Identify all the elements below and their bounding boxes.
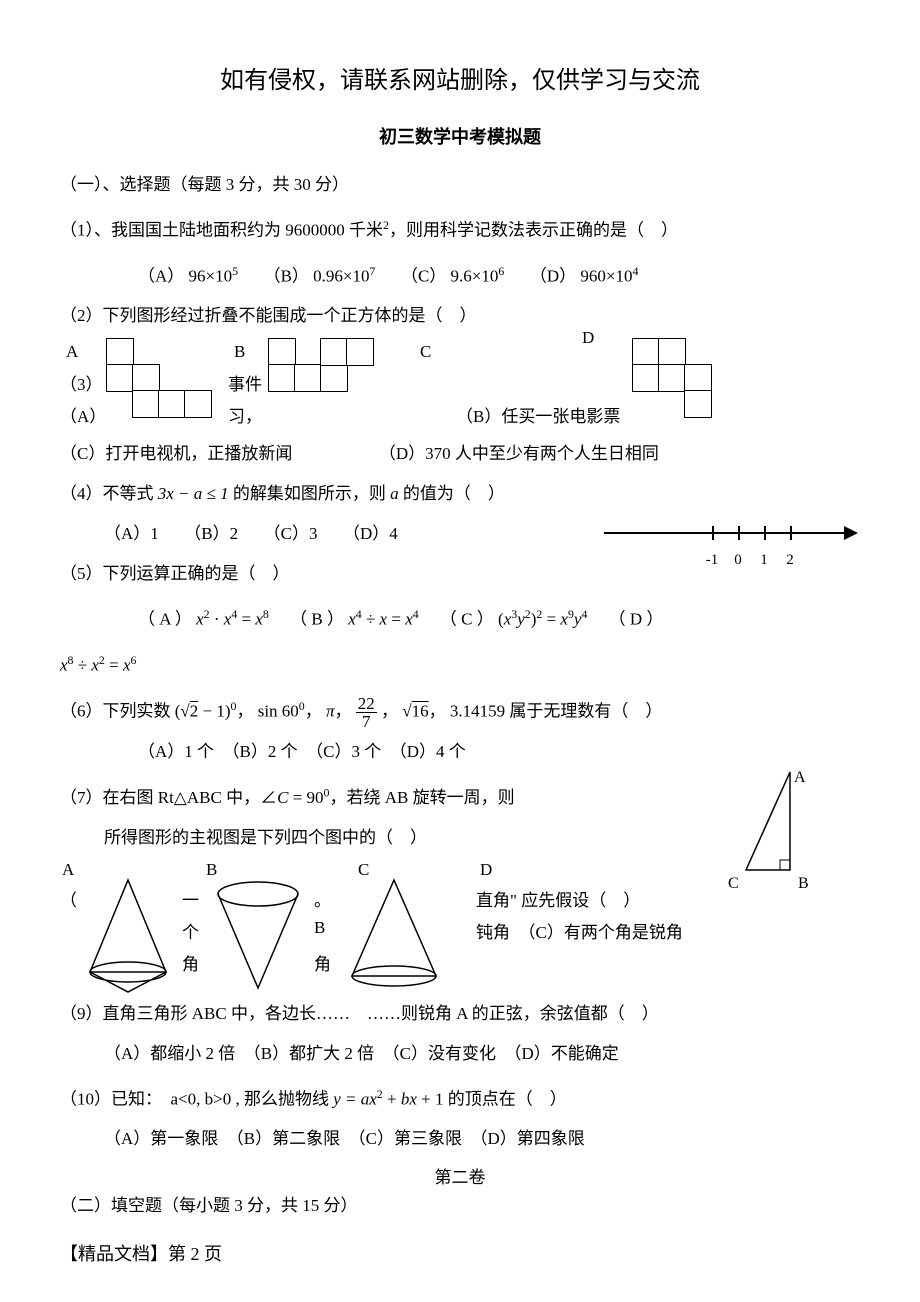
net-d-cell <box>632 338 660 366</box>
exam-title: 初三数学中考模拟题 <box>60 123 860 149</box>
q8-frag: 个 <box>182 918 199 943</box>
net-b-cell <box>346 338 374 366</box>
q1-options: （A） 96×105 （B） 0.96×107 （C） 9.6×106 （D） … <box>60 253 860 295</box>
q3-opt-c: （C）打开电视机，正播放新闻 <box>60 444 292 463</box>
q3-opt-a-label: （A） <box>60 402 106 427</box>
q9-options: （A）都缩小 2 倍 （B）都扩大 2 倍 （C）没有变化 （D）不能确定 <box>60 1036 860 1072</box>
q7-text2: 所得图形的主视图是下列四个图中的（ ） <box>60 820 860 856</box>
tri-vertex-a: A <box>794 760 806 796</box>
net-c-label: C <box>420 342 431 362</box>
net-d-cell <box>632 364 660 392</box>
net-b-cell <box>268 338 296 366</box>
numline-tick <box>738 526 740 540</box>
q9-text: （9）直角三角形 ABC 中，各边长…… ……则锐角 A 的正弦，余弦值都（ ） <box>60 996 860 1032</box>
net-b-cell <box>268 364 296 392</box>
net-d-cell <box>658 364 686 392</box>
q6-text: （6）下列实数 (√2 − 1)0， sin 600， π， 22 7 ， √1… <box>60 688 860 730</box>
q3-cd-row: （C）打开电视机，正播放新闻 （D）370 人中至少有两个人生日相同 <box>60 436 860 472</box>
net-b-cell <box>320 364 348 392</box>
q8-frag: 一 <box>182 886 199 911</box>
q10-text: （10）已知： a<0, b>0 , 那么抛物线 y = ax2 + bx + … <box>60 1076 860 1118</box>
q8-frag-b: B <box>314 918 325 938</box>
solid-b-shape <box>210 876 306 996</box>
solid-a-label: A <box>62 860 74 880</box>
section2-sub: （二）填空题（每小题 3 分，共 15 分） <box>60 1188 860 1224</box>
q3-opt-d: （D）370 人中至少有两个人生日相同 <box>379 444 659 463</box>
net-b-cell <box>320 338 348 366</box>
net-a-label: A <box>66 342 78 362</box>
net-a-cell <box>106 338 134 366</box>
q2-text: （2）下列图形经过折叠不能围成一个正方体的是（ ） <box>60 298 860 334</box>
numline-tick <box>712 526 714 540</box>
q8-frag: 角 <box>314 950 331 975</box>
net-b-cell <box>294 364 322 392</box>
q8-frag: 角 <box>182 950 199 975</box>
q3-frag-xi: 习， <box>228 402 262 427</box>
section1-heading: （一）、选择题（每题 3 分，共 30 分） <box>60 167 860 203</box>
net-a-cell <box>184 390 212 418</box>
solid-d-label: D <box>480 860 492 880</box>
net-d-cell <box>684 364 712 392</box>
q8-text-line1: 直角" 应先假设（ ） <box>476 886 640 911</box>
numline-arrow-icon <box>844 526 858 540</box>
q8-text-line2: 钝角 （C）有两个角是锐角 <box>476 918 683 943</box>
net-d-cell <box>658 338 686 366</box>
numline-axis <box>604 532 848 534</box>
q7-text1: （7）在右图 Rt△ABC 中，∠C = 900，若绕 AB 旋转一周，则 <box>60 788 515 807</box>
q3-frag-event: 事件 <box>228 370 262 395</box>
net-a-cell <box>132 364 160 392</box>
net-a-cell <box>106 364 134 392</box>
q1-text: （1）、我国国土陆地面积约为 9600000 千米2，则用科学记数法表示正确的是… <box>60 207 860 249</box>
net-a-cell <box>132 390 160 418</box>
section2-heading: 第二卷 <box>60 1163 860 1188</box>
solids-row: A B C D （ 一 个 角 。 B 角 直角" 应先假设（ ） 钝角 （C）… <box>60 860 860 996</box>
q6-frac-den: 7 <box>356 713 377 730</box>
q7-row: （7）在右图 Rt△ABC 中，∠C = 900，若绕 AB 旋转一周，则 A … <box>60 774 860 816</box>
solid-a-shape <box>80 876 176 996</box>
q8-frag: 。 <box>314 886 331 911</box>
q4-options: （A）1 （B）2 （C）3 （D）4 <box>104 524 398 543</box>
q3-opt-b: （B）任买一张电影票 <box>456 402 620 427</box>
solid-c-shape <box>342 876 446 996</box>
numline-tick <box>764 526 766 540</box>
page-footer: 【精品文档】第 2 页 <box>60 1240 860 1266</box>
q5-text: （5）下列运算正确的是（ ） <box>60 556 860 592</box>
q4-options-row: （A）1 （B）2 （C）3 （D）4 -1 0 1 2 <box>60 516 860 552</box>
q5-options-line1: （ A ） x2 · x4 = x8 （ B ） x4 ÷ x = x4 （ C… <box>60 596 860 638</box>
net-a-cell <box>158 390 186 418</box>
q6-frac-num: 22 <box>356 695 377 713</box>
net-d-label: D <box>582 328 594 348</box>
q6-options: （A）1 个 （B）2 个 （C）3 个 （D）4 个 <box>60 734 860 770</box>
q3-label: （3） <box>60 370 103 395</box>
net-d-cell <box>684 390 712 418</box>
cube-nets-row: A （3） （A） 事件 习， B C （B）任买一张电影票 D <box>60 338 860 434</box>
q10-options: （A）第一象限 （B）第二象限 （C）第三象限 （D）第四象限 <box>60 1121 860 1157</box>
numline-tick <box>790 526 792 540</box>
q5-options-line2: x8 ÷ x2 = x6 <box>60 642 860 684</box>
q8-paren: （ <box>60 886 77 911</box>
copyright-notice: 如有侵权，请联系网站删除，仅供学习与交流 <box>60 60 860 95</box>
net-b-label: B <box>234 342 245 362</box>
q4-text: （4）不等式 3x − a ≤ 1 的解集如图所示，则 a 的值为（ ） <box>60 476 860 512</box>
